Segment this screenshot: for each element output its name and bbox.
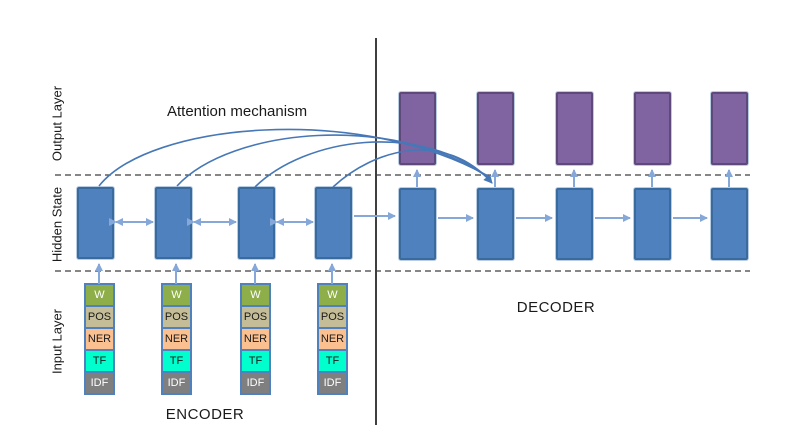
- decoder-output-4: [634, 92, 671, 165]
- encoder-hidden-state-4: [315, 187, 352, 259]
- feature-cell-pos: POS: [161, 305, 192, 329]
- feature-cell-tf: TF: [161, 349, 192, 373]
- feature-cell-w: W: [161, 283, 192, 307]
- decoder-hidden-state-3: [556, 188, 593, 260]
- feature-cell-tf: TF: [240, 349, 271, 373]
- attention-label: Attention mechanism: [167, 103, 308, 120]
- output-layer-label: Output Layer: [49, 85, 65, 162]
- decoder-hidden-state-5: [711, 188, 748, 260]
- feature-cell-pos: POS: [84, 305, 115, 329]
- feature-cell-ner: NER: [84, 327, 115, 351]
- feature-cell-idf: IDF: [240, 371, 271, 395]
- feature-cell-pos: POS: [240, 305, 271, 329]
- decoder-label: DECODER: [516, 299, 596, 316]
- feature-cell-w: W: [84, 283, 115, 307]
- decoder-output-2: [477, 92, 514, 165]
- decoder-hidden-state-2: [477, 188, 514, 260]
- input-feature-stack-2: W POS NER TF IDF: [161, 283, 192, 395]
- attention-curve-2: [176, 134, 490, 187]
- encoder-hidden-state-2: [155, 187, 192, 259]
- attention-curve-3: [254, 141, 491, 188]
- feature-cell-idf: IDF: [84, 371, 115, 395]
- decoder-output-3: [556, 92, 593, 165]
- encoder-label: ENCODER: [165, 406, 245, 423]
- input-feature-stack-3: W POS NER TF IDF: [240, 283, 271, 395]
- encoder-hidden-state-3: [238, 187, 275, 259]
- feature-cell-ner: NER: [317, 327, 348, 351]
- input-feature-stack-1: W POS NER TF IDF: [84, 283, 115, 395]
- decoder-hidden-state-4: [634, 188, 671, 260]
- feature-cell-pos: POS: [317, 305, 348, 329]
- feature-cell-w: W: [317, 283, 348, 307]
- decoder-hidden-state-1: [399, 188, 436, 260]
- feature-cell-tf: TF: [317, 349, 348, 373]
- decoder-output-1: [399, 92, 436, 165]
- feature-cell-idf: IDF: [317, 371, 348, 395]
- hidden-state-label: Hidden State: [49, 186, 65, 263]
- feature-cell-ner: NER: [161, 327, 192, 351]
- feature-cell-idf: IDF: [161, 371, 192, 395]
- feature-cell-ner: NER: [240, 327, 271, 351]
- feature-cell-w: W: [240, 283, 271, 307]
- feature-cell-tf: TF: [84, 349, 115, 373]
- encoder-hidden-state-1: [77, 187, 114, 259]
- decoder-output-5: [711, 92, 748, 165]
- input-layer-label: Input Layer: [49, 308, 65, 375]
- input-feature-stack-4: W POS NER TF IDF: [317, 283, 348, 395]
